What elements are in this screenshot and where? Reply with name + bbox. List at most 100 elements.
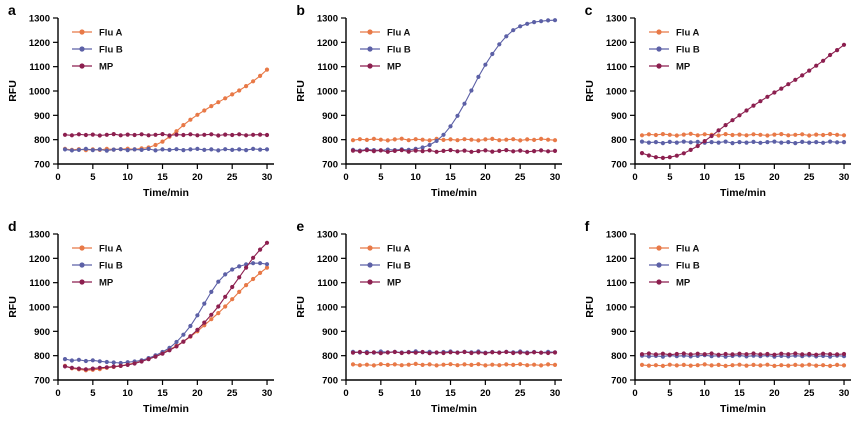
svg-text:700: 700	[34, 376, 50, 387]
chart-canvas: 700 800 900 1000 1100 1200 1300 0 5 10 15 20 25 30 Tim…	[295, 14, 563, 199]
svg-text:10: 10	[699, 172, 710, 183]
svg-text:30: 30	[550, 172, 561, 183]
svg-text:1200: 1200	[29, 38, 50, 49]
svg-text:900: 900	[322, 111, 338, 122]
svg-text:30: 30	[838, 172, 849, 183]
svg-text:1100: 1100	[318, 62, 339, 73]
svg-text:0: 0	[632, 388, 637, 399]
chart-canvas: 700 800 900 1000 1100 1200 1300 0 5 10 15 20 25 30 Tim…	[7, 14, 274, 199]
svg-text:30: 30	[550, 388, 561, 399]
panel-label-b: b	[296, 2, 305, 18]
svg-text:Flu A: Flu A	[676, 28, 700, 39]
svg-text:0: 0	[632, 172, 637, 183]
svg-text:1300: 1300	[29, 14, 50, 25]
panel-b: b 700 800 900 1000 1100 1200 1300 0 5 10 15 20 25 30 T…	[288, 0, 576, 216]
svg-text:1000: 1000	[29, 303, 50, 314]
svg-text:10: 10	[122, 388, 133, 399]
svg-text:800: 800	[34, 351, 50, 362]
svg-text:20: 20	[480, 172, 491, 183]
svg-text:700: 700	[611, 376, 627, 387]
svg-text:Flu A: Flu A	[387, 244, 411, 255]
svg-text:Flu B: Flu B	[99, 261, 123, 272]
svg-text:15: 15	[446, 172, 457, 183]
svg-text:RFU: RFU	[584, 296, 596, 318]
svg-text:1100: 1100	[606, 278, 627, 289]
svg-text:RFU: RFU	[295, 296, 307, 318]
svg-text:5: 5	[667, 172, 673, 183]
svg-text:5: 5	[667, 388, 673, 399]
svg-text:900: 900	[322, 327, 338, 338]
svg-text:900: 900	[611, 327, 627, 338]
svg-text:800: 800	[322, 135, 338, 146]
svg-text:700: 700	[611, 160, 627, 171]
svg-text:25: 25	[515, 388, 526, 399]
svg-text:MP: MP	[387, 62, 402, 73]
svg-text:1000: 1000	[29, 87, 50, 98]
svg-text:1000: 1000	[317, 87, 338, 98]
panel-label-f: f	[584, 218, 590, 234]
svg-text:15: 15	[157, 388, 168, 399]
svg-text:Flu B: Flu B	[676, 261, 700, 272]
svg-text:20: 20	[192, 172, 203, 183]
svg-text:15: 15	[734, 388, 745, 399]
svg-text:900: 900	[611, 111, 627, 122]
svg-text:RFU: RFU	[295, 80, 307, 102]
svg-text:10: 10	[122, 172, 133, 183]
svg-text:Time/min: Time/min	[143, 403, 189, 415]
svg-text:25: 25	[227, 172, 238, 183]
panel-label-d: d	[8, 218, 17, 234]
svg-text:MP: MP	[387, 278, 402, 289]
svg-text:1200: 1200	[606, 254, 627, 265]
panel-e: e 700 800 900 1000 1100 1200 1300 0 5 10 15 20 25 30 T…	[288, 216, 576, 432]
svg-text:1200: 1200	[317, 38, 338, 49]
chart-canvas: 700 800 900 1000 1100 1200 1300 0 5 10 15 20 25 30 Tim…	[584, 14, 851, 199]
svg-text:15: 15	[157, 172, 168, 183]
svg-text:30: 30	[262, 172, 273, 183]
svg-text:1200: 1200	[317, 254, 338, 265]
chart-canvas: 700 800 900 1000 1100 1200 1300 0 5 10 15 20 25 30 Tim…	[7, 230, 274, 415]
svg-text:1000: 1000	[606, 87, 627, 98]
svg-text:1300: 1300	[317, 230, 338, 241]
svg-text:25: 25	[227, 388, 238, 399]
svg-text:Time/min: Time/min	[720, 187, 766, 199]
svg-text:800: 800	[611, 351, 627, 362]
svg-text:5: 5	[90, 172, 96, 183]
svg-text:20: 20	[480, 388, 491, 399]
svg-text:30: 30	[262, 388, 273, 399]
svg-text:1200: 1200	[606, 38, 627, 49]
svg-text:Flu A: Flu A	[99, 244, 123, 255]
svg-text:1300: 1300	[317, 14, 338, 25]
panel-f: f 700 800 900 1000 1100 1200 1300 0 5 10 15 20 25 30 T…	[577, 216, 865, 432]
svg-text:1300: 1300	[606, 230, 627, 241]
svg-text:10: 10	[411, 172, 422, 183]
svg-text:700: 700	[322, 376, 338, 387]
svg-text:0: 0	[55, 172, 60, 183]
svg-text:20: 20	[769, 388, 780, 399]
svg-text:Flu A: Flu A	[387, 28, 411, 39]
svg-text:25: 25	[804, 172, 815, 183]
chart-d: 700 800 900 1000 1100 1200 1300 0 5 10 15 20 25 30 Tim…	[2, 222, 286, 432]
chart-canvas: 700 800 900 1000 1100 1200 1300 0 5 10 15 20 25 30 Tim…	[584, 230, 851, 415]
svg-text:20: 20	[192, 388, 203, 399]
svg-text:700: 700	[322, 160, 338, 171]
svg-text:Time/min: Time/min	[143, 187, 189, 199]
svg-text:Time/min: Time/min	[431, 403, 477, 415]
svg-text:RFU: RFU	[7, 296, 19, 318]
svg-text:25: 25	[804, 388, 815, 399]
svg-text:1100: 1100	[606, 62, 627, 73]
svg-text:Flu B: Flu B	[99, 45, 123, 56]
svg-text:RFU: RFU	[584, 80, 596, 102]
svg-text:Flu A: Flu A	[676, 244, 700, 255]
svg-text:10: 10	[411, 388, 422, 399]
svg-text:1000: 1000	[317, 303, 338, 314]
svg-text:0: 0	[344, 172, 349, 183]
panel-c: c 700 800 900 1000 1100 1200 1300 0 5 10 15 20 25 30 T…	[577, 0, 865, 216]
chart-b: 700 800 900 1000 1100 1200 1300 0 5 10 15 20 25 30 Tim…	[290, 6, 574, 216]
svg-text:1100: 1100	[29, 62, 50, 73]
svg-text:Time/min: Time/min	[431, 187, 477, 199]
svg-text:Flu A: Flu A	[99, 28, 123, 39]
svg-text:0: 0	[55, 388, 60, 399]
panel-label-a: a	[8, 2, 16, 18]
svg-text:5: 5	[90, 388, 96, 399]
